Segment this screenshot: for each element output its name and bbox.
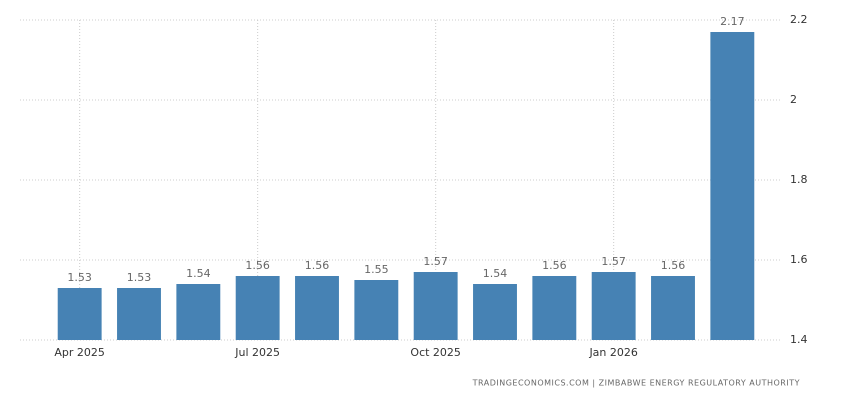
y-tick-label: 2: [790, 93, 797, 106]
x-tick-label: Apr 2025: [54, 346, 105, 359]
y-tick-label: 1.4: [790, 333, 808, 346]
data-label: 1.53: [67, 271, 92, 284]
x-tick-label: Jul 2025: [234, 346, 280, 359]
x-tick-label: Oct 2025: [410, 346, 461, 359]
bar: [413, 272, 458, 340]
bar: [57, 288, 102, 340]
bar: [235, 276, 280, 340]
y-tick-label: 1.6: [790, 253, 808, 266]
data-label: 1.54: [186, 267, 211, 280]
bar: [473, 284, 517, 340]
source-note: TRADINGECONOMICS.COM | ZIMBABWE ENERGY R…: [472, 379, 800, 388]
bar: [710, 32, 755, 340]
data-label: 1.53: [127, 271, 152, 284]
bar: [295, 276, 339, 340]
data-label: 1.56: [661, 259, 686, 272]
data-label: 1.54: [483, 267, 508, 280]
x-tick-label: Jan 2026: [588, 346, 637, 359]
y-tick-label: 1.8: [790, 173, 808, 186]
data-label: 1.56: [542, 259, 567, 272]
data-label: 2.17: [720, 15, 745, 28]
data-label: 1.56: [305, 259, 330, 272]
y-tick-label: 2.2: [790, 13, 808, 26]
data-label: 1.55: [364, 263, 389, 276]
bar: [176, 284, 221, 340]
bar: [591, 272, 636, 340]
data-label: 1.56: [245, 259, 270, 272]
bar: [354, 280, 399, 340]
bar: [651, 276, 695, 340]
bar: [532, 276, 577, 340]
bar: [117, 288, 161, 340]
data-label: 1.57: [601, 255, 626, 268]
data-label: 1.57: [423, 255, 448, 268]
